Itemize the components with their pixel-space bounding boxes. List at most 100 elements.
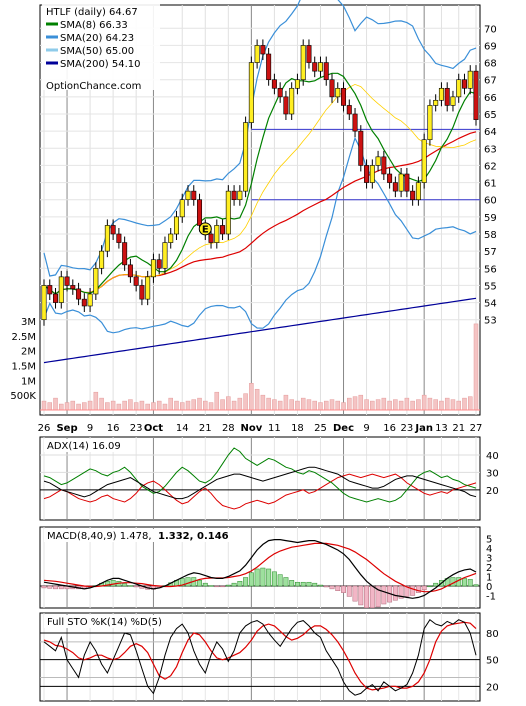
watermark-label: OptionChance.com	[46, 81, 141, 92]
candle-body	[104, 225, 110, 252]
price-y-tick-label: 53	[484, 316, 497, 327]
candle-body	[70, 285, 76, 290]
macd-histogram-bar	[318, 584, 323, 587]
volume-tick-label: 1.5M	[11, 361, 36, 372]
candle-body	[283, 96, 289, 115]
price-y-tick-label: 69	[484, 41, 497, 52]
macd-histogram-bar	[202, 582, 208, 587]
volume-bar	[467, 396, 473, 411]
bollinger-upper	[43, 0, 477, 277]
price-y-tick-label: 63	[484, 144, 497, 155]
candle-body	[433, 99, 439, 106]
volume-bar	[116, 403, 122, 411]
candle-body	[260, 45, 266, 55]
volume-bar	[393, 399, 398, 411]
price-y-tick-label: 68	[484, 59, 497, 70]
volume-bar	[352, 396, 358, 411]
candle-body	[381, 156, 387, 175]
macd-histogram-bar	[381, 585, 387, 605]
macd-y-tick-label: 4	[486, 544, 492, 555]
macd-histogram-bar	[462, 578, 467, 587]
macd-histogram-bar	[225, 584, 231, 587]
x-tick-label: 27	[470, 423, 483, 434]
candle-body	[139, 285, 145, 300]
sto-d-line	[43, 621, 477, 691]
price-y-tick-label: 60	[484, 196, 497, 207]
candle-body	[41, 285, 47, 321]
adx-legend-bg	[44, 439, 126, 452]
candle-body	[145, 276, 151, 300]
volume-bar	[179, 402, 185, 411]
price-y-tick-label: 55	[484, 281, 497, 292]
candle-body	[312, 62, 318, 72]
macd-histogram-bar	[369, 585, 375, 609]
volume-bar	[439, 400, 444, 411]
macd-histogram-bar	[185, 577, 191, 587]
candle-body	[294, 79, 300, 89]
price-y-tick-label: 56	[484, 264, 497, 275]
price-y-tick-label: 70	[484, 24, 497, 35]
candle-body	[87, 293, 93, 307]
macd-histogram-bar	[266, 568, 272, 587]
candle-body	[341, 87, 347, 106]
x-tick-label: 11	[268, 423, 281, 434]
adx-series-line	[43, 447, 477, 503]
price-y-tick-label: 66	[484, 93, 497, 104]
candle-body	[450, 96, 456, 106]
candle-body	[127, 264, 133, 278]
price-legend-label: SMA(50) 65.00	[60, 46, 134, 57]
volume-bar	[421, 394, 427, 411]
candle-body	[162, 242, 168, 269]
macd-histogram-bar	[41, 585, 47, 589]
candle-body	[179, 199, 185, 218]
volume-tick-label: 1M	[21, 376, 36, 387]
volume-tick-label: 2.5M	[11, 332, 36, 343]
candle-body	[214, 225, 220, 243]
candle-body	[438, 87, 444, 101]
price-y-tick-label: 64	[484, 127, 497, 138]
candle-body	[156, 259, 162, 269]
macd-y-tick-label: 3	[486, 554, 492, 565]
volume-bar	[456, 400, 461, 411]
x-tick-label: Oct	[144, 423, 163, 434]
candle-body	[110, 225, 116, 235]
candle-body	[346, 105, 352, 115]
macd-histogram-bar	[312, 582, 318, 587]
macd-histogram-bar	[277, 574, 283, 587]
volume-bar	[254, 388, 260, 411]
candle-body	[369, 165, 375, 183]
volume-bar	[341, 402, 346, 411]
volume-bar	[347, 397, 352, 411]
candle-body	[220, 225, 226, 235]
price-y-tick-label: 58	[484, 230, 497, 241]
macd-histogram-bar	[427, 585, 433, 588]
macd-histogram-bar	[53, 585, 58, 590]
macd-histogram-bar	[306, 581, 312, 587]
adx-y-tick-label: 20	[486, 486, 499, 497]
volume-bar	[82, 402, 87, 411]
adx-series-line	[43, 466, 477, 500]
sto-y-tick-label: 50	[486, 656, 499, 667]
volume-bar	[416, 399, 421, 411]
volume-bar	[312, 400, 317, 411]
macd-histogram-bar	[243, 577, 249, 587]
volume-bar	[70, 400, 76, 411]
volume-bar	[450, 399, 456, 411]
candle-body	[225, 190, 231, 235]
volume-bar	[162, 403, 168, 411]
price-y-tick-label: 61	[484, 179, 497, 190]
macd-histogram-bar	[323, 585, 329, 588]
macd-histogram-bar	[254, 568, 260, 587]
candle-body	[473, 70, 479, 120]
macd-histogram-bar	[260, 567, 266, 587]
volume-bar	[156, 400, 162, 411]
x-tick-label: 23	[130, 423, 143, 434]
volume-bar	[168, 397, 173, 411]
price-legend-label: SMA(8) 66.33	[60, 20, 128, 31]
candle-body	[133, 276, 139, 286]
volume-bar	[289, 399, 294, 411]
candle-body	[168, 233, 174, 243]
volume-tick-label: 2M	[21, 347, 36, 358]
price-y-tick-label: 57	[484, 247, 497, 258]
